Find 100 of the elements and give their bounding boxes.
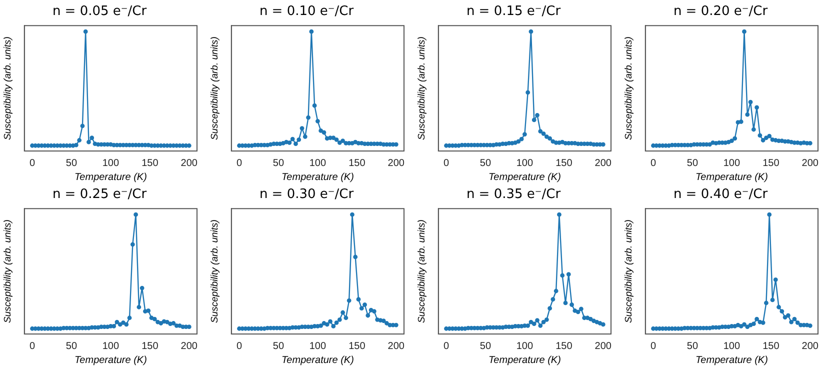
x-tick-label: 200: [594, 340, 612, 352]
point: [322, 321, 326, 326]
x-tick-label: 200: [594, 158, 612, 169]
point: [528, 29, 534, 34]
point: [730, 138, 734, 144]
point: [136, 304, 142, 310]
point: [751, 127, 756, 132]
point: [738, 324, 744, 328]
point: [732, 136, 738, 141]
point: [328, 136, 332, 140]
point: [262, 326, 267, 331]
point: [557, 140, 562, 145]
point: [585, 316, 590, 320]
point: [572, 141, 578, 146]
point: [745, 324, 750, 330]
point: [504, 142, 508, 146]
point: [745, 112, 750, 117]
point: [720, 324, 724, 330]
chart-title: n = 0.05 e⁻/Cr: [52, 4, 148, 20]
point: [710, 140, 716, 145]
x-axis-title: Temperature (K): [281, 172, 354, 183]
point: [300, 126, 304, 131]
chart-title: n = 0.15 e⁻/Cr: [466, 4, 562, 20]
point: [776, 138, 781, 144]
point: [532, 118, 536, 122]
point: [353, 140, 358, 144]
point: [121, 320, 126, 325]
point: [280, 141, 286, 146]
x-tick-label: 0: [650, 340, 656, 352]
x-tick-label: 200: [388, 340, 405, 352]
point: [375, 317, 380, 322]
point: [272, 142, 276, 146]
point: [284, 140, 289, 144]
point: [798, 141, 803, 146]
point: [312, 324, 317, 328]
x-axis-title: Temperature (K): [488, 172, 561, 183]
x-tick-label: 50: [480, 340, 492, 352]
point: [560, 140, 565, 144]
x-axis-title: Temperature (K): [281, 354, 354, 366]
point: [118, 322, 122, 327]
point: [554, 288, 558, 294]
point: [318, 128, 324, 133]
point: [528, 320, 534, 324]
point: [127, 316, 132, 320]
point: [340, 310, 346, 315]
x-tick-label: 200: [802, 158, 819, 169]
point: [592, 318, 596, 324]
x-tick-label: 0: [29, 158, 36, 169]
x-tick-label: 100: [102, 340, 120, 352]
point: [318, 323, 324, 328]
point: [748, 100, 753, 104]
y-axis-title: Susceptibility (arb. units): [623, 36, 634, 140]
point: [789, 140, 794, 144]
point: [334, 320, 339, 325]
x-tick-label: 50: [480, 158, 492, 169]
point: [578, 306, 584, 312]
x-tick-label: 100: [309, 340, 326, 352]
x-tick-label: 50: [686, 158, 698, 169]
point: [795, 320, 800, 325]
point: [316, 118, 320, 124]
x-tick-label: 50: [66, 340, 78, 352]
point: [309, 29, 314, 34]
point: [598, 321, 602, 326]
point: [544, 317, 549, 322]
point: [742, 322, 746, 327]
point: [535, 112, 540, 118]
point: [306, 324, 310, 330]
point: [548, 136, 552, 141]
x-tick-label: 0: [29, 340, 36, 352]
point: [532, 322, 536, 326]
point: [337, 317, 342, 322]
point: [557, 212, 562, 217]
point: [368, 308, 374, 312]
x-tick-label: 150: [348, 340, 366, 352]
point: [90, 136, 94, 140]
point: [124, 322, 129, 327]
point: [714, 141, 718, 146]
point: [764, 136, 768, 140]
point: [538, 129, 543, 134]
point: [770, 298, 775, 302]
point: [362, 142, 367, 146]
point: [708, 142, 712, 147]
point: [366, 313, 370, 318]
point: [99, 324, 104, 330]
point: [134, 212, 138, 217]
point: [576, 310, 580, 314]
point: [74, 142, 78, 148]
point: [776, 304, 781, 310]
point: [296, 325, 302, 330]
point: [789, 320, 794, 324]
point: [296, 137, 302, 142]
point: [344, 316, 348, 320]
x-tick-label: 150: [556, 158, 573, 169]
chart-title: n = 0.40 e⁻/Cr: [673, 187, 768, 202]
x-tick-label: 150: [762, 340, 780, 352]
point: [548, 306, 552, 311]
point: [513, 324, 518, 328]
point: [83, 29, 88, 34]
point: [572, 308, 578, 313]
chart-title: n = 0.25 e⁻/Cr: [52, 187, 148, 202]
